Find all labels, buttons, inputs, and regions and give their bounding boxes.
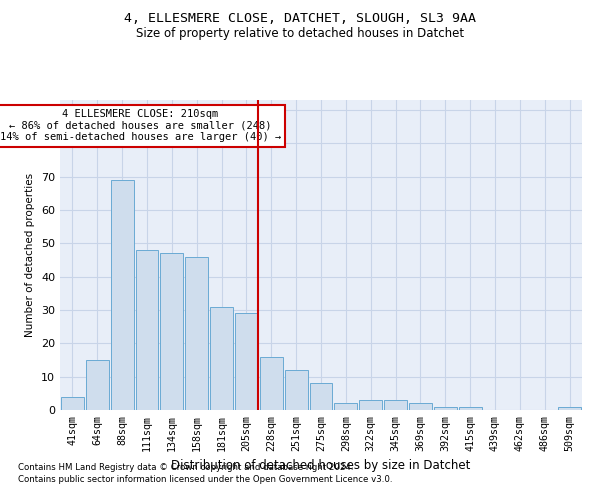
Bar — [434, 406, 457, 410]
Bar — [61, 396, 84, 410]
Bar — [558, 406, 581, 410]
Bar — [235, 314, 258, 410]
Text: 4 ELLESMERE CLOSE: 210sqm
← 86% of detached houses are smaller (248)
14% of semi: 4 ELLESMERE CLOSE: 210sqm ← 86% of detac… — [0, 110, 281, 142]
Bar — [260, 356, 283, 410]
Bar — [310, 384, 332, 410]
Bar — [111, 180, 134, 410]
Bar — [334, 404, 357, 410]
Bar — [86, 360, 109, 410]
Bar — [185, 256, 208, 410]
Bar — [384, 400, 407, 410]
Bar — [160, 254, 183, 410]
Bar — [136, 250, 158, 410]
Bar — [359, 400, 382, 410]
Text: Contains public sector information licensed under the Open Government Licence v3: Contains public sector information licen… — [18, 475, 392, 484]
Text: Contains HM Land Registry data © Crown copyright and database right 2024.: Contains HM Land Registry data © Crown c… — [18, 464, 353, 472]
Y-axis label: Number of detached properties: Number of detached properties — [25, 173, 35, 337]
Bar — [409, 404, 432, 410]
Text: 4, ELLESMERE CLOSE, DATCHET, SLOUGH, SL3 9AA: 4, ELLESMERE CLOSE, DATCHET, SLOUGH, SL3… — [124, 12, 476, 26]
Text: Size of property relative to detached houses in Datchet: Size of property relative to detached ho… — [136, 28, 464, 40]
Bar — [210, 306, 233, 410]
Bar — [285, 370, 308, 410]
X-axis label: Distribution of detached houses by size in Datchet: Distribution of detached houses by size … — [172, 459, 470, 472]
Bar — [459, 406, 482, 410]
